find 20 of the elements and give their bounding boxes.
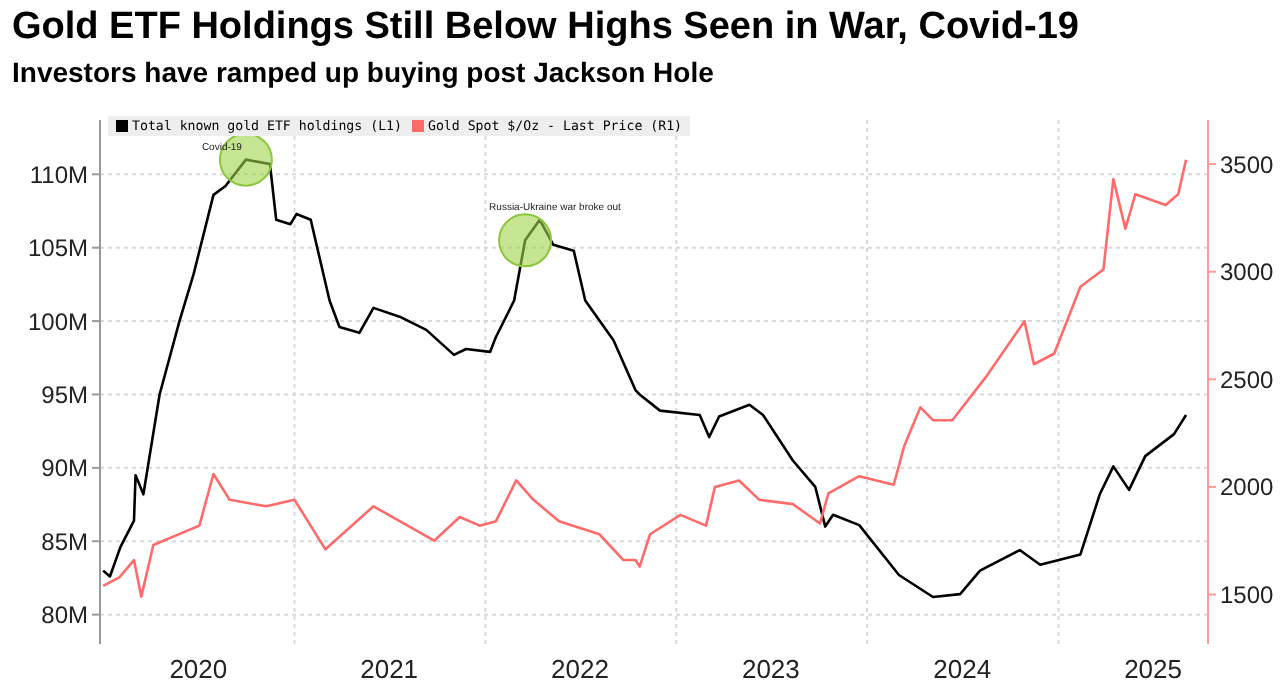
x-tick-label: 2023 bbox=[741, 654, 800, 685]
x-tick-label: 2025 bbox=[1124, 654, 1183, 685]
y2-tick-label: 3500 bbox=[1220, 150, 1275, 179]
y-tick-label: 110M bbox=[29, 160, 88, 189]
x-tick-label: 2021 bbox=[360, 654, 419, 685]
y-tick-label: 105M bbox=[27, 234, 88, 263]
y-tick-label: 85M bbox=[41, 527, 89, 556]
chart-subtitle: Investors have ramped up buying post Jackson Hole bbox=[12, 56, 714, 88]
y-tick-label: 90M bbox=[41, 454, 89, 483]
y2-tick-label: 3000 bbox=[1220, 258, 1275, 287]
y-tick-label: 100M bbox=[27, 307, 88, 336]
y-tick-label: 80M bbox=[41, 601, 89, 630]
x-tick-label: 2020 bbox=[169, 654, 228, 685]
y2-tick-label: 2000 bbox=[1220, 473, 1275, 502]
y2-tick-label: 2500 bbox=[1220, 365, 1275, 394]
y-tick-label: 95M bbox=[41, 381, 89, 409]
x-tick-label: 2022 bbox=[551, 654, 609, 685]
x-tick-label: 2024 bbox=[933, 654, 992, 685]
y2-tick-label: 1500 bbox=[1220, 581, 1275, 610]
chart-title: Gold ETF Holdings Still Below Highs Seen in War, Covid-19 bbox=[12, 6, 1079, 50]
